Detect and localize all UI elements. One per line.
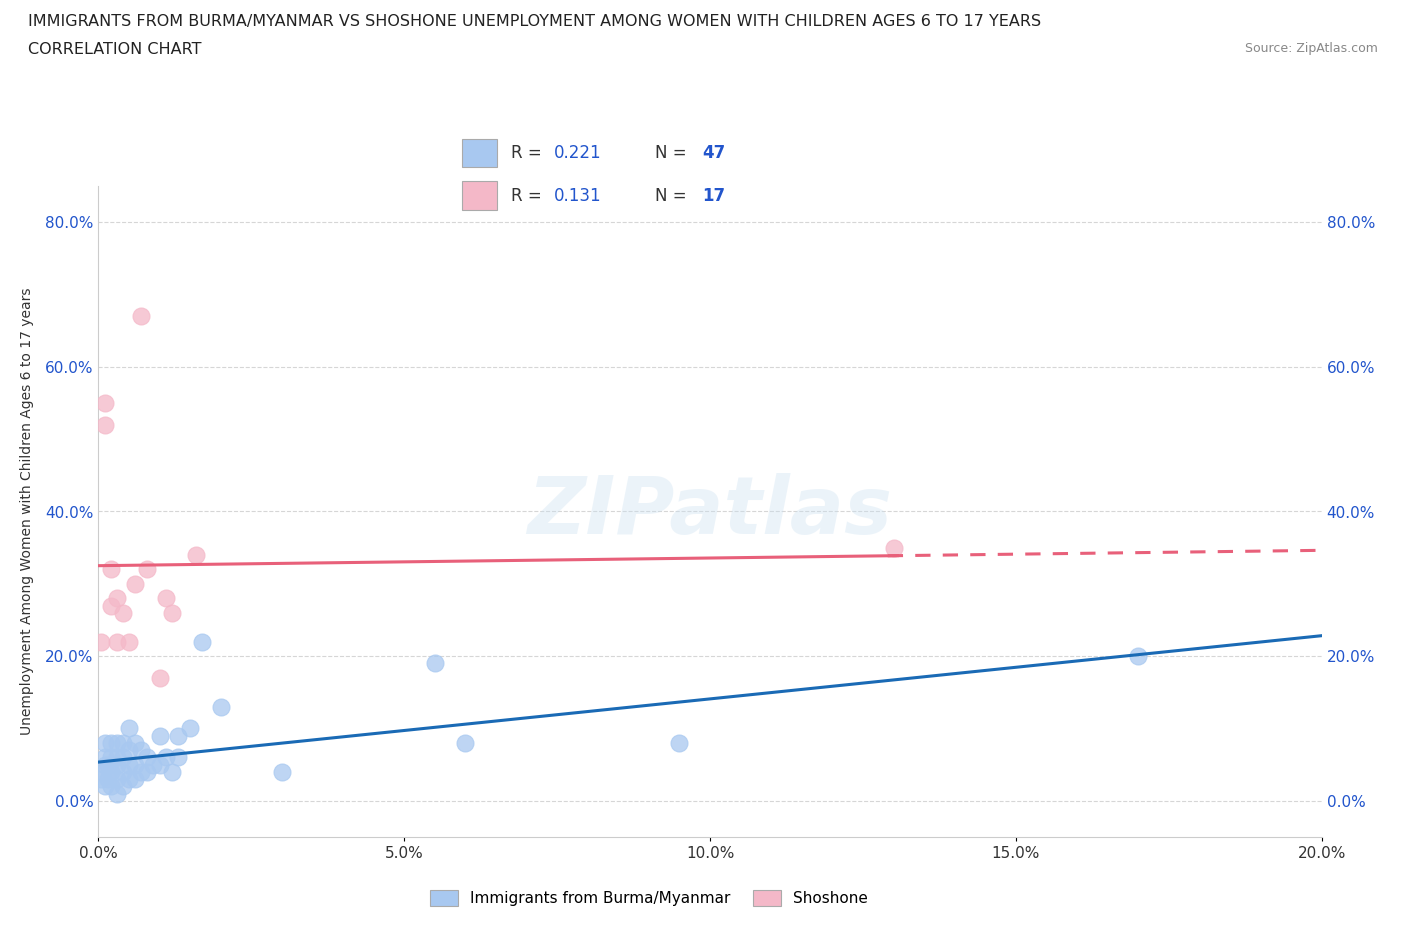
Point	[118, 634, 141, 649]
Point	[1128, 649, 1150, 664]
Point	[124, 757, 146, 772]
Point	[118, 772, 141, 787]
Point	[149, 757, 172, 772]
Point	[160, 764, 183, 779]
Point	[149, 671, 172, 685]
Point	[179, 721, 201, 736]
Point	[93, 750, 115, 764]
Point	[423, 656, 446, 671]
Point	[118, 743, 141, 758]
Point	[90, 772, 112, 787]
Text: 17: 17	[702, 187, 725, 205]
Text: IMMIGRANTS FROM BURMA/MYANMAR VS SHOSHONE UNEMPLOYMENT AMONG WOMEN WITH CHILDREN: IMMIGRANTS FROM BURMA/MYANMAR VS SHOSHON…	[28, 14, 1042, 29]
Text: Source: ZipAtlas.com: Source: ZipAtlas.com	[1244, 42, 1378, 55]
Point	[93, 736, 115, 751]
Point	[111, 764, 134, 779]
Point	[270, 764, 292, 779]
Point	[883, 540, 905, 555]
Point	[167, 728, 190, 743]
Text: N =: N =	[655, 144, 692, 162]
Point	[111, 750, 134, 764]
Point	[111, 736, 134, 751]
Point	[454, 736, 477, 751]
Text: N =: N =	[655, 187, 692, 205]
Point	[93, 757, 115, 772]
Point	[111, 605, 134, 620]
Text: 0.221: 0.221	[554, 144, 602, 162]
Point	[136, 562, 159, 577]
Point	[111, 779, 134, 794]
Point	[668, 736, 690, 751]
Point	[90, 634, 112, 649]
Point	[100, 779, 122, 794]
Point	[142, 757, 165, 772]
Text: R =: R =	[510, 144, 547, 162]
Point	[93, 779, 115, 794]
Point	[93, 418, 115, 432]
FancyBboxPatch shape	[461, 181, 498, 210]
Point	[105, 736, 128, 751]
Point	[136, 764, 159, 779]
Point	[124, 772, 146, 787]
Point	[100, 736, 122, 751]
FancyBboxPatch shape	[461, 140, 498, 167]
Point	[209, 699, 232, 714]
Point	[97, 757, 120, 772]
Text: CORRELATION CHART: CORRELATION CHART	[28, 42, 201, 57]
Point	[155, 750, 177, 764]
Point	[124, 736, 146, 751]
Point	[149, 728, 172, 743]
Point	[105, 757, 128, 772]
Point	[105, 786, 128, 801]
Point	[186, 548, 208, 563]
Point	[129, 309, 152, 324]
Point	[105, 772, 128, 787]
Point	[97, 772, 120, 787]
Text: R =: R =	[510, 187, 547, 205]
Legend: Immigrants from Burma/Myanmar, Shoshone: Immigrants from Burma/Myanmar, Shoshone	[422, 883, 876, 914]
Text: 0.131: 0.131	[554, 187, 602, 205]
Point	[129, 743, 152, 758]
Point	[118, 757, 141, 772]
Point	[167, 750, 190, 764]
Point	[105, 750, 128, 764]
Text: 47: 47	[702, 144, 725, 162]
Point	[105, 634, 128, 649]
Point	[124, 577, 146, 591]
Y-axis label: Unemployment Among Women with Children Ages 6 to 17 years: Unemployment Among Women with Children A…	[20, 287, 34, 736]
Point	[93, 395, 115, 410]
Point	[105, 591, 128, 605]
Point	[136, 750, 159, 764]
Point	[191, 634, 214, 649]
Point	[100, 598, 122, 613]
Point	[100, 764, 122, 779]
Point	[91, 764, 114, 779]
Point	[160, 605, 183, 620]
Point	[118, 721, 141, 736]
Text: ZIPatlas: ZIPatlas	[527, 472, 893, 551]
Point	[155, 591, 177, 605]
Point	[100, 562, 122, 577]
Point	[100, 750, 122, 764]
Point	[129, 764, 152, 779]
